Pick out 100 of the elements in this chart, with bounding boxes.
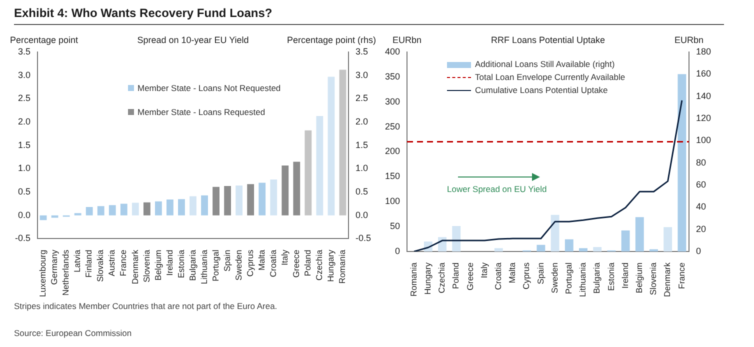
bar xyxy=(664,227,672,252)
y-axis-title: Percentage point xyxy=(10,34,79,45)
y-axis-title: EURbn xyxy=(392,34,422,45)
x-tick-label: Belgium xyxy=(152,250,163,280)
bar xyxy=(293,162,300,216)
x-tick-label: Sweden xyxy=(549,262,560,294)
bar xyxy=(224,186,232,216)
x-tick-label: France xyxy=(118,249,128,276)
x-tick-label: Ireland xyxy=(620,262,630,288)
y2-axis-title: EURbn xyxy=(674,34,704,45)
bar xyxy=(678,74,686,252)
bar xyxy=(579,248,588,252)
y2-tick-label: 1.5 xyxy=(355,140,368,150)
bar xyxy=(132,202,139,216)
x-tick-label: Italy xyxy=(279,249,290,266)
bar xyxy=(550,214,560,252)
y2-tick-label: 0.0 xyxy=(355,210,368,220)
x-tick-label: Denmark xyxy=(130,249,140,284)
legend-label: Cumulative Loans Potential Uptake xyxy=(475,84,608,97)
bar xyxy=(593,247,602,252)
x-tick-label: Croatia xyxy=(493,262,503,290)
bar xyxy=(212,186,220,216)
bar xyxy=(316,116,324,216)
x-tick-label: Czechia xyxy=(436,262,447,294)
bar xyxy=(143,202,150,216)
bar xyxy=(328,76,335,216)
y-tick-label: -0.5 xyxy=(14,233,31,244)
x-tick-label: Ireland xyxy=(164,249,174,276)
bar xyxy=(494,248,503,252)
y-tick-label: 50 xyxy=(390,221,400,232)
x-tick-label: Lithuania xyxy=(198,249,209,284)
y-tick-label: 150 xyxy=(384,171,400,182)
x-tick-label: Czechia xyxy=(314,249,324,280)
y-tick-label: 250 xyxy=(384,121,400,132)
bar xyxy=(304,130,312,216)
bar xyxy=(339,70,346,216)
y-tick-label: 1.0 xyxy=(18,163,31,174)
y-tick-label: 100 xyxy=(384,196,400,206)
bar xyxy=(635,217,644,252)
x-tick-label: Estonia xyxy=(176,249,186,278)
x-tick-label: Portugal xyxy=(563,262,574,294)
x-tick-label: Greece xyxy=(291,249,302,278)
x-tick-label: Bulgaria xyxy=(187,249,198,281)
bar xyxy=(247,184,254,216)
x-tick-label: Croatia xyxy=(268,249,278,278)
x-tick-label: Spain xyxy=(222,249,232,272)
annotation: Lower Spread on EU Yield xyxy=(447,184,547,194)
bar xyxy=(108,205,116,216)
x-tick-label: Poland xyxy=(302,249,313,276)
y-tick-label: 300 xyxy=(384,96,400,106)
x-tick-label: Slovenia xyxy=(648,262,658,296)
y2-tick-label: -0.5 xyxy=(355,233,372,244)
bar xyxy=(270,179,278,216)
x-tick-label: Romania xyxy=(408,262,418,297)
bar xyxy=(97,206,104,216)
x-tick-label: Denmark xyxy=(662,262,672,297)
y-tick-label: 200 xyxy=(384,146,400,156)
x-tick-label: Slovenia xyxy=(141,249,152,282)
chart-title: Exhibit 4: Who Wants Recovery Fund Loans? xyxy=(14,6,272,20)
legend-label: Additional Loans Still Available (right) xyxy=(475,58,615,71)
y2-tick-label: 120 xyxy=(696,112,712,123)
legend-label: Member State - Loans Not Requested xyxy=(138,82,281,95)
y-tick-label: 350 xyxy=(384,71,400,82)
y-tick-label: 3.5 xyxy=(18,46,31,56)
y-tick-label: 3.0 xyxy=(18,70,31,80)
x-tick-label: Hungary xyxy=(422,262,433,295)
legend-label: Member State - Loans Requested xyxy=(138,106,266,119)
bar xyxy=(40,215,47,220)
y2-tick-label: 0.5 xyxy=(355,186,368,197)
bar xyxy=(190,196,196,216)
y2-tick-label: 180 xyxy=(696,46,712,56)
bar xyxy=(120,204,128,216)
x-tick-label: Romania xyxy=(337,249,348,284)
x-tick-label: Estonia xyxy=(606,262,616,291)
y2-tick-label: 60 xyxy=(696,179,706,190)
x-tick-label: Spain xyxy=(535,262,546,284)
bar xyxy=(258,182,266,216)
chart-subtitle: Spread on 10-year EU Yield xyxy=(137,34,249,45)
y2-tick-label: 2.0 xyxy=(355,116,368,127)
y2-tick-label: 3.0 xyxy=(355,70,368,80)
x-tick-label: France xyxy=(676,262,686,289)
x-tick-label: Italy xyxy=(478,262,489,278)
x-tick-label: Malta xyxy=(256,249,266,271)
y-tick-label: 1.5 xyxy=(18,140,31,150)
y2-tick-label: 40 xyxy=(696,202,706,212)
y2-tick-label: 100 xyxy=(696,135,712,146)
bar xyxy=(86,207,93,216)
y-tick-label: 0 xyxy=(395,246,400,256)
legend-label: Total Loan Envelope Currently Available xyxy=(475,71,626,84)
bar xyxy=(166,200,174,216)
x-tick-label: Portugal xyxy=(210,250,220,282)
y2-axis-title: Percentage point (rhs) xyxy=(286,34,376,45)
x-tick-label: Austria xyxy=(106,249,117,276)
bar xyxy=(452,226,461,252)
y2-tick-label: 1.0 xyxy=(355,163,368,174)
x-tick-label: Finland xyxy=(84,249,94,278)
x-tick-label: Poland xyxy=(450,262,461,289)
y2-tick-label: 20 xyxy=(696,224,706,234)
y2-tick-label: 140 xyxy=(696,90,712,101)
text: Stripes indicates Member Countries that are not part of the Euro Area. xyxy=(14,301,278,311)
